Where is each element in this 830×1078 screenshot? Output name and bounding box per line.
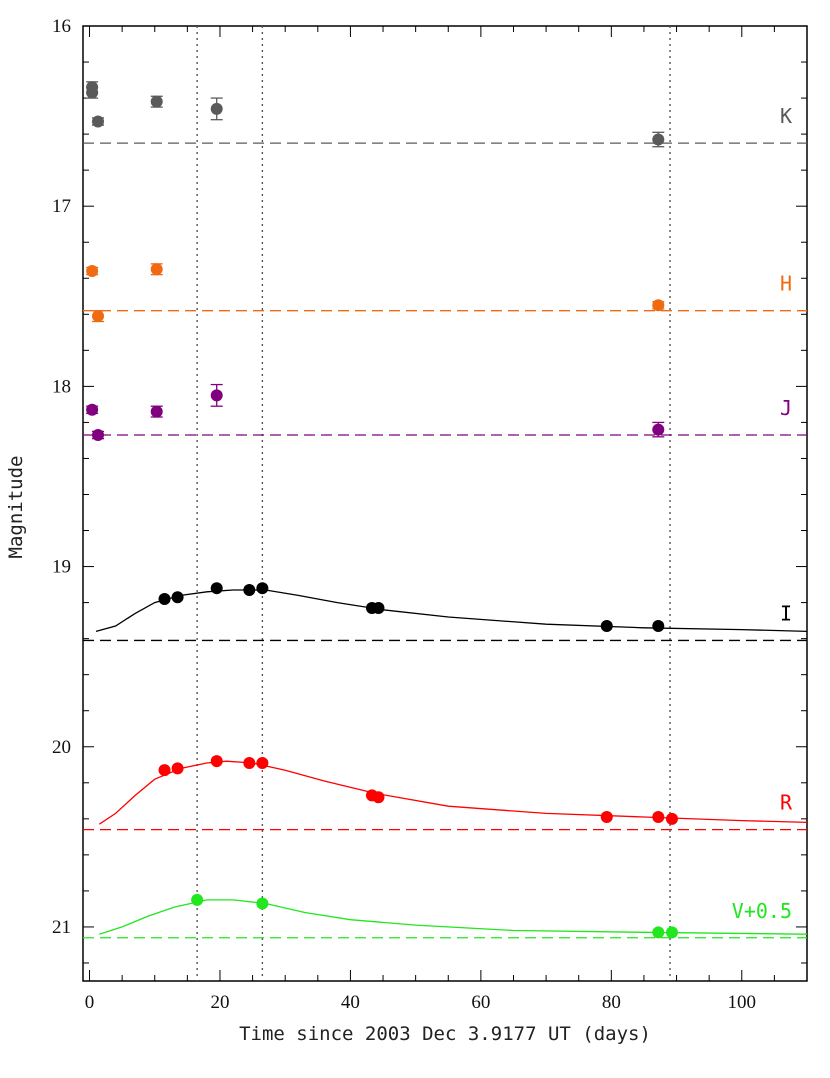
data-point-k (652, 133, 665, 146)
x-tick-label: 60 (471, 992, 490, 1013)
data-point-i (600, 620, 613, 633)
data-point-h (652, 299, 665, 312)
baselines (83, 142, 807, 939)
x-tick-label: 20 (210, 992, 229, 1013)
data-point-i (171, 591, 184, 604)
band-label-k: K (780, 104, 792, 128)
data-point-j (86, 403, 99, 416)
model-curve-v-0-5 (99, 899, 808, 935)
data-point-v-0-5 (256, 897, 269, 910)
x-axis-title: Time since 2003 Dec 3.9177 UT (days) (239, 1023, 651, 1045)
data-point-k (92, 115, 105, 128)
data-point-r (171, 762, 184, 775)
data-point-h (86, 265, 99, 278)
data-point-i (210, 582, 223, 595)
data-point-i (158, 593, 171, 605)
data-point-j (150, 405, 163, 418)
data-point-i (256, 582, 269, 595)
x-tick-label: 40 (341, 992, 360, 1013)
data-point-i (372, 602, 385, 615)
y-axis-title: Magnitude (5, 456, 27, 559)
data-point-r (158, 764, 171, 777)
data-point-h (92, 310, 105, 323)
x-tick-label: 100 (728, 992, 757, 1013)
x-tick-label: 80 (602, 992, 621, 1013)
data-point-r (210, 755, 223, 768)
data-point-v-0-5 (652, 926, 665, 939)
data-point-k (150, 95, 163, 108)
model-curves (95, 589, 808, 935)
data-point-v-0-5 (665, 926, 678, 939)
band-label-v-0-5: V+0.5 (732, 899, 792, 923)
model-curve-r (98, 760, 808, 825)
x-tick-label: 0 (85, 992, 95, 1013)
data-point-j (210, 389, 223, 402)
data-point-r (652, 811, 665, 824)
band-label-i: I (780, 601, 792, 625)
data-point-k (210, 102, 223, 115)
band-label-h: H (780, 272, 792, 296)
data-point-r (243, 756, 256, 769)
band-label-j: J (780, 396, 792, 420)
data-point-i (652, 620, 665, 633)
y-tick-label: 21 (52, 917, 71, 938)
data-point-h (150, 263, 163, 276)
y-tick-label: 19 (52, 557, 71, 578)
band-label-r: R (780, 791, 793, 815)
axis-ticks: 0 20 40 60 80 100 16 17 18 19 20 21 (52, 16, 808, 1013)
y-tick-label: 20 (52, 737, 71, 758)
data-point-j (652, 423, 665, 436)
data-point-r (372, 791, 385, 804)
plot-frame (82, 25, 808, 982)
band-labels: K H J I R V+0.5 (732, 104, 793, 923)
data-point-r (600, 811, 613, 824)
data-point-r (665, 812, 678, 825)
data-points (86, 81, 678, 939)
data-point-k (86, 86, 99, 99)
y-tick-label: 17 (52, 196, 71, 217)
data-point-v-0-5 (191, 893, 204, 906)
epoch-markers (196, 26, 671, 981)
model-curve-i (95, 589, 808, 633)
y-tick-label: 16 (52, 16, 71, 37)
data-point-i (243, 583, 256, 596)
data-point-j (92, 429, 105, 442)
data-point-r (256, 756, 269, 769)
y-tick-label: 18 (52, 376, 71, 397)
